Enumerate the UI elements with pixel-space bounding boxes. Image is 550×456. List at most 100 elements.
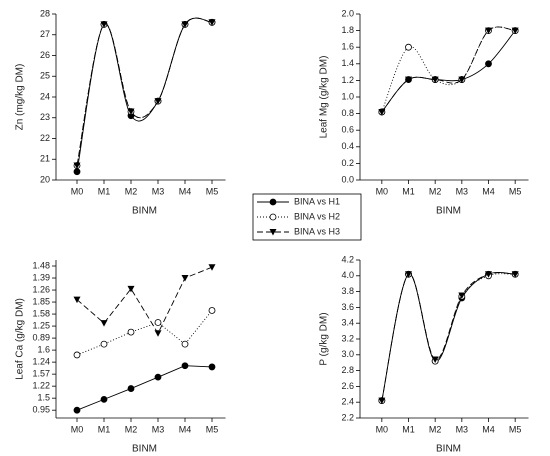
- y-tick-label: 3.8: [341, 286, 354, 296]
- marker: [154, 98, 162, 105]
- y-tick-label: 4.2: [341, 254, 354, 264]
- marker: [378, 397, 386, 405]
- y-tick-label: 1.25: [32, 320, 50, 330]
- marker: [181, 340, 189, 348]
- series-line: [381, 30, 516, 113]
- series-line: [76, 365, 213, 411]
- marker: [154, 330, 162, 337]
- marker: [269, 198, 277, 206]
- marker: [431, 76, 439, 84]
- y-tick-label: 0.4: [341, 141, 354, 151]
- y-tick-label: 0.89: [32, 332, 50, 342]
- x-tick-label: M4: [179, 186, 192, 196]
- y-axis-label: Zn (mg/kg DM): [15, 64, 26, 131]
- y-tick-label: 0.6: [341, 125, 354, 135]
- marker: [100, 340, 108, 348]
- marker: [405, 76, 412, 84]
- x-tick-label: M3: [456, 186, 469, 196]
- y-tick-label: 0.2: [341, 158, 354, 168]
- x-tick-label: M4: [482, 186, 495, 196]
- x-tick-label: M2: [429, 424, 442, 434]
- y-tick-label: 2.8: [341, 365, 354, 375]
- series-line: [76, 17, 213, 166]
- y-tick-label: 2.4: [341, 397, 354, 407]
- y-tick-label: 1.48: [32, 260, 50, 270]
- x-tick-label: M1: [402, 186, 415, 196]
- legend-label: BINA vs H1: [294, 196, 340, 206]
- y-tick-label: 28: [40, 8, 50, 18]
- y-tick-label: 1.4: [341, 58, 354, 68]
- marker: [208, 264, 216, 271]
- marker: [100, 21, 108, 28]
- marker: [127, 328, 135, 336]
- y-tick-label: 1.85: [32, 296, 50, 306]
- x-tick-label: M1: [98, 424, 111, 434]
- y-tick-label: 0.8: [341, 108, 354, 118]
- marker: [73, 296, 81, 304]
- y-tick-label: 0.95: [32, 405, 50, 415]
- x-tick-label: M3: [456, 424, 469, 434]
- x-tick-label: M0: [376, 424, 389, 434]
- marker: [73, 406, 81, 414]
- marker: [269, 213, 277, 221]
- x-tick-label: M2: [125, 186, 138, 196]
- marker: [154, 319, 162, 326]
- y-tick-label: 1.6: [37, 344, 50, 354]
- marker: [485, 271, 492, 278]
- marker: [181, 362, 189, 370]
- x-tick-label: M2: [125, 424, 138, 434]
- y-tick-label: 1.39: [32, 272, 50, 282]
- x-axis-label: BINM: [436, 206, 461, 217]
- x-tick-label: M3: [152, 186, 165, 196]
- y-tick-label: 1.22: [32, 381, 50, 391]
- marker: [405, 271, 412, 278]
- marker: [127, 385, 135, 392]
- y-tick-label: 1.58: [32, 308, 50, 318]
- marker: [181, 275, 189, 282]
- marker: [154, 373, 162, 381]
- x-tick-label: M5: [509, 186, 522, 196]
- y-tick-label: 21: [40, 154, 50, 164]
- y-tick-label: 1.2: [341, 75, 354, 85]
- y-tick-label: 1.6: [341, 42, 354, 52]
- y-tick-label: 24: [40, 91, 50, 101]
- marker: [458, 292, 466, 300]
- marker: [511, 27, 519, 35]
- y-tick-label: 3.4: [341, 318, 354, 328]
- y-tick-label: 1.5: [37, 393, 50, 403]
- marker: [73, 351, 81, 359]
- x-tick-label: M4: [482, 424, 495, 434]
- y-tick-label: 27: [40, 29, 50, 39]
- legend-label: BINA vs H2: [294, 211, 340, 221]
- x-tick-label: M2: [429, 186, 442, 196]
- y-tick-label: 2.2: [341, 412, 354, 422]
- y-tick-label: 4.0: [341, 270, 354, 280]
- y-tick-label: 1.26: [32, 284, 50, 294]
- y-axis-label: P (g/kg DM): [319, 312, 330, 365]
- y-tick-label: 25: [40, 71, 50, 81]
- y-tick-label: 23: [40, 112, 50, 122]
- y-tick-label: 2.0: [341, 8, 354, 18]
- y-tick-label: 1.24: [32, 357, 50, 367]
- legend-label: BINA vs H3: [294, 226, 340, 236]
- y-tick-label: 1.57: [32, 369, 50, 379]
- x-tick-label: M0: [376, 186, 389, 196]
- y-axis-label: Leaf Ca (g/kg DM): [15, 298, 26, 380]
- marker: [127, 108, 135, 116]
- y-tick-label: 3.0: [341, 349, 354, 359]
- x-tick-label: M4: [179, 424, 192, 434]
- y-axis-label: Leaf Mg (g/kg DM): [319, 56, 330, 139]
- y-tick-label: 20: [40, 174, 50, 184]
- x-tick-label: M5: [206, 186, 219, 196]
- marker: [485, 60, 492, 68]
- x-axis-label: BINM: [436, 444, 461, 455]
- y-tick-label: 1.0: [341, 91, 354, 101]
- x-axis-label: BINM: [132, 444, 157, 455]
- marker: [378, 108, 386, 116]
- series-line: [76, 266, 213, 335]
- x-tick-label: M5: [509, 424, 522, 434]
- marker: [100, 320, 108, 327]
- series-line: [76, 17, 213, 172]
- x-axis-label: BINM: [132, 206, 157, 217]
- y-tick-label: 22: [40, 133, 50, 143]
